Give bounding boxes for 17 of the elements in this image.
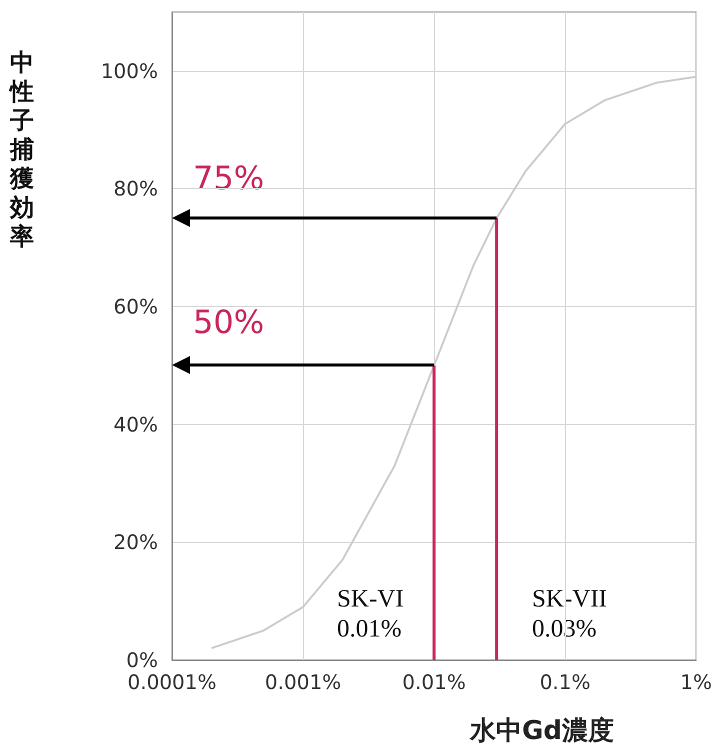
x-tick-label: 0.0001% (128, 670, 216, 694)
x-tick-label: 0.01% (402, 670, 466, 694)
annotation: 50% (193, 303, 264, 341)
x-tick-label: 1% (680, 670, 712, 694)
x-tick-label: 0.001% (264, 670, 342, 694)
annotation: SK-VI 0.01% (337, 586, 404, 642)
annotation: 75% (193, 159, 264, 197)
y-tick-label: 60% (114, 294, 158, 319)
x-tick-label: 0.1% (540, 670, 591, 694)
y-tick-label: 80% (114, 176, 158, 201)
y-tick-label: 0% (126, 648, 158, 672)
y-tick-label: 100% (100, 58, 158, 83)
y-tick-label: 20% (114, 530, 158, 554)
y-axis-title: 中性子捕獲効率 (8, 48, 34, 250)
x-axis-title: 水中Gd濃度 (469, 716, 614, 746)
y-tick-label: 40% (114, 412, 158, 436)
annotation: SK-VII 0.03% (532, 586, 607, 642)
